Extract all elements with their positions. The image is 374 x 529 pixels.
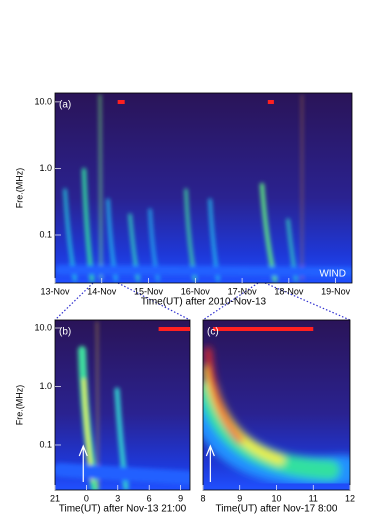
x-tick-label: 6 bbox=[147, 493, 152, 503]
x-tick-label: 8 bbox=[200, 493, 205, 503]
y-tick-label: 10.0 bbox=[34, 96, 52, 106]
x-tick-label: 0 bbox=[84, 493, 89, 503]
plot-frame bbox=[54, 92, 353, 284]
x-axis-label: Time(UT) after 2010-Nov-13 bbox=[141, 297, 267, 308]
panel-label: (c) bbox=[207, 327, 219, 338]
x-tick-label: 21 bbox=[50, 493, 60, 503]
plot-frame bbox=[54, 319, 191, 491]
x-tick-label: 19-Nov bbox=[321, 286, 351, 296]
red-bar bbox=[212, 327, 314, 331]
spectrogram-a-image bbox=[55, 93, 352, 283]
zoom-lines bbox=[54, 282, 351, 321]
x-tick-label: 16-Nov bbox=[181, 286, 211, 296]
red-bar bbox=[158, 327, 190, 331]
y-tick-label: 0.1 bbox=[39, 229, 52, 239]
spectrogram-c-image bbox=[203, 320, 350, 490]
x-axis-label: Time(UT) after Nov-13 21:00 bbox=[59, 504, 187, 515]
panel-label: (a) bbox=[59, 100, 71, 111]
red-bar bbox=[267, 100, 274, 104]
x-tick-label: 9 bbox=[178, 493, 183, 503]
spectrogram-b-image bbox=[55, 320, 190, 490]
x-tick-label: 9 bbox=[237, 493, 242, 503]
x-tick-label: 18-Nov bbox=[274, 286, 304, 296]
x-axis-label: Time(UT) after Nov-17 8:00 bbox=[216, 504, 338, 515]
x-tick-label: 15-Nov bbox=[134, 286, 164, 296]
red-bar bbox=[117, 100, 125, 104]
y-tick-label: 1.0 bbox=[39, 163, 52, 173]
x-tick-label: 3 bbox=[115, 493, 120, 503]
x-tick-label: 14-Nov bbox=[87, 286, 117, 296]
y-axis-label: Fre.(MHz) bbox=[14, 385, 24, 426]
x-tick-label: 17-Nov bbox=[228, 286, 258, 296]
x-tick-label: 12 bbox=[345, 493, 355, 503]
y-tick-label: 1.0 bbox=[39, 381, 52, 391]
x-tick-label: 10 bbox=[271, 493, 281, 503]
x-tick-label: 13-Nov bbox=[40, 286, 70, 296]
y-axis-label: Fre.(MHz) bbox=[14, 168, 24, 209]
x-tick-label: 11 bbox=[309, 493, 318, 503]
arrow bbox=[78, 444, 88, 482]
instrument-label: WIND bbox=[319, 269, 346, 280]
arrow bbox=[205, 444, 215, 482]
y-tick-label: 0.1 bbox=[39, 439, 52, 449]
y-tick-label: 10.0 bbox=[34, 322, 52, 332]
panel-label: (b) bbox=[59, 327, 71, 338]
